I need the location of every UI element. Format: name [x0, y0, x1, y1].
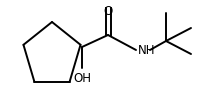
Text: OH: OH	[73, 72, 91, 85]
Text: O: O	[103, 5, 113, 18]
Text: NH: NH	[138, 45, 156, 57]
